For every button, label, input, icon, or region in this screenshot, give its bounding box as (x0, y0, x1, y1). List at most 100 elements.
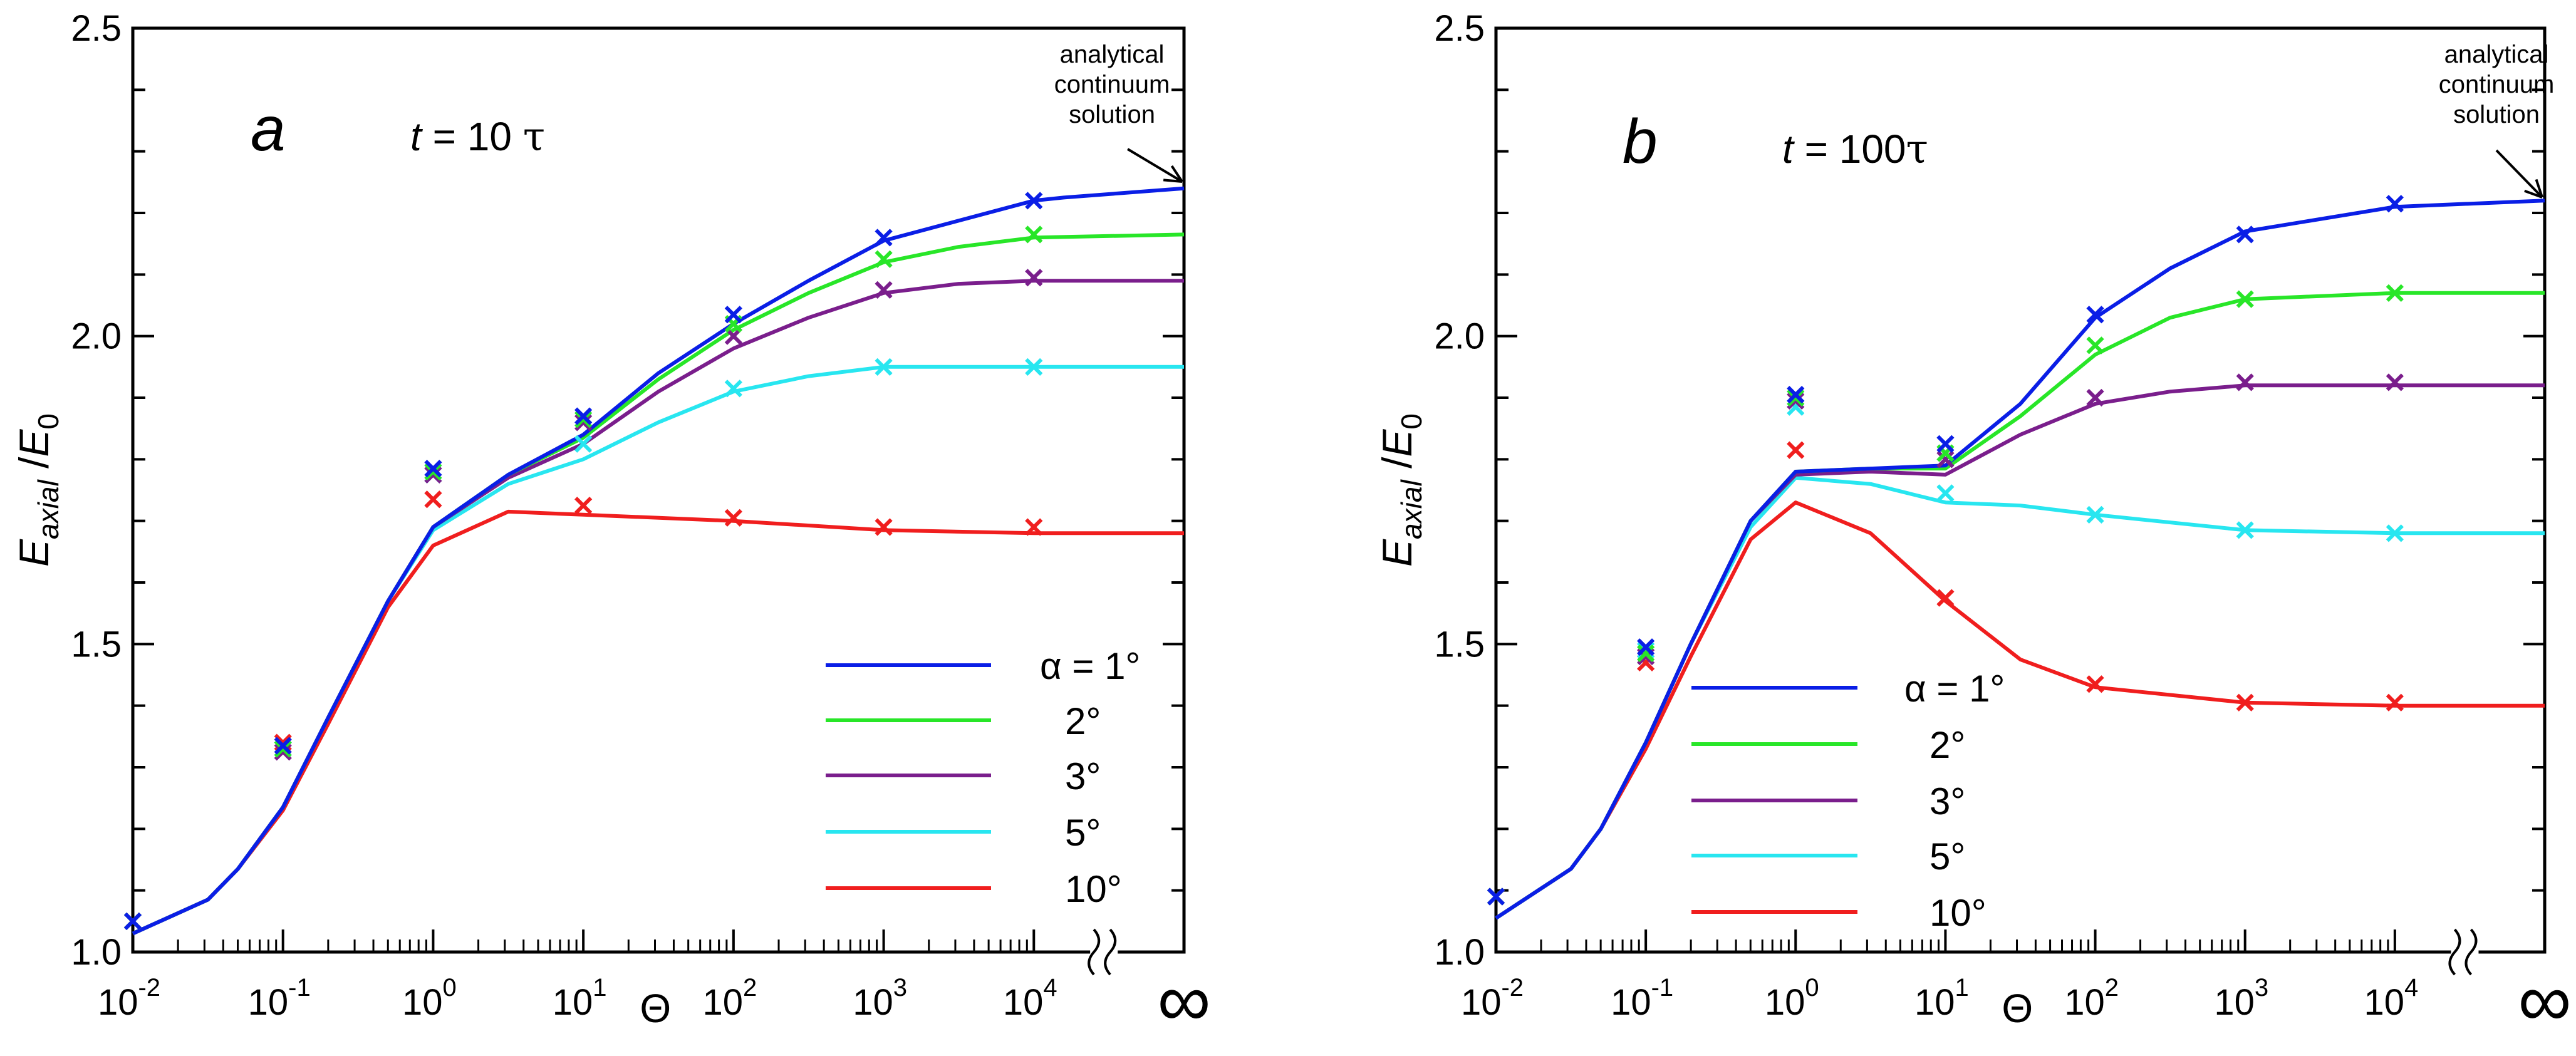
y-axis-label: Eaxial /E0 (11, 413, 65, 567)
panel-label: a (251, 94, 286, 164)
data-marker (424, 462, 442, 481)
data-marker (1787, 391, 1805, 410)
x-tick-label-infinity: ∞ (1157, 958, 1211, 1042)
data-marker (1936, 450, 1955, 468)
panel-b: 1.0 1.5 2.0 2.5 10-2 10-1 100 101 102 103 104 ∞ Θ Eax… (1374, 8, 2572, 1042)
data-marker (2386, 373, 2404, 391)
legend-label: 3° (1065, 755, 1101, 797)
x-tick-label: 10-2 (98, 974, 160, 1023)
data-marker (2386, 693, 2404, 712)
panel-a: 1.0 1.5 2.0 2.5 10-2 10-1 100 101 102 103 104 ∞ Θ Eax… (11, 8, 1211, 1042)
data-marker (1787, 388, 1805, 407)
x-tick-label: 10-2 (1461, 974, 1524, 1023)
x-tick-label: 100 (1765, 974, 1819, 1023)
annotation-arrow (1126, 148, 1183, 183)
annotation-line: continuum (2439, 71, 2555, 98)
data-marker (1025, 518, 1043, 536)
data-marker (2236, 693, 2254, 712)
annotation-arrow-head (2524, 179, 2543, 199)
data-marker (2086, 675, 2104, 693)
annotation-line: continuum (1054, 71, 1170, 98)
data-marker (123, 912, 142, 930)
legend-label: 10° (1929, 892, 1987, 934)
series-line-3 (132, 365, 1184, 936)
data-marker (1787, 441, 1805, 459)
y-tick-label: 1.0 (71, 932, 122, 973)
legend-label: 2° (1929, 724, 1965, 766)
x-tick-label: 10-1 (1611, 974, 1673, 1023)
data-marker (574, 496, 593, 515)
data-marker (424, 465, 442, 484)
data-marker (2386, 524, 2404, 542)
series-line-1 (132, 232, 1185, 936)
data-marker (274, 737, 292, 755)
x-tick-label: 103 (853, 974, 907, 1023)
annotation-line: solution (2453, 101, 2540, 128)
y-tick-label: 1.0 (1434, 932, 1485, 973)
y-axis-label: Eaxial /E0 (1374, 413, 1428, 567)
data-marker (1025, 269, 1043, 287)
data-marker (574, 435, 593, 453)
data-marker (724, 380, 742, 398)
annotation-line: analytical (1060, 41, 1165, 68)
axis-break-mark (1104, 928, 1117, 976)
data-marker (274, 743, 292, 761)
series-line-2 (1495, 383, 2545, 920)
x-tick-label: 104 (2364, 974, 2418, 1023)
x-tick-label: 103 (2214, 974, 2268, 1023)
y-tick-label: 1.5 (71, 624, 122, 665)
data-marker (574, 413, 593, 432)
series-line-3 (1495, 475, 2545, 920)
legend-label: 5° (1065, 812, 1101, 854)
data-marker (2086, 388, 2104, 407)
data-marker (1936, 435, 1955, 453)
data-marker (2086, 306, 2104, 324)
series-line-4 (1495, 500, 2545, 920)
data-marker (724, 509, 742, 527)
data-marker (1025, 358, 1043, 376)
y-tick-label: 2.0 (1434, 316, 1485, 357)
data-marker (1787, 385, 1805, 404)
annotation-arrow (2495, 149, 2543, 199)
data-marker (1936, 484, 1955, 502)
panel-label: b (1623, 106, 1658, 177)
legend-label: 2° (1065, 700, 1101, 742)
series-line-0 (132, 186, 1185, 936)
x-tick-label: 100 (402, 974, 457, 1023)
y-tick-label: 2.5 (1434, 8, 1485, 49)
data-marker (875, 518, 893, 536)
data-marker (875, 281, 893, 299)
y-tick-label: 2.5 (71, 8, 122, 49)
data-marker (1936, 589, 1955, 607)
axis-break-mark (2464, 928, 2478, 976)
y-tick-label: 2.0 (71, 316, 122, 357)
data-marker (2236, 521, 2254, 539)
data-marker (1487, 888, 1505, 906)
x-tick-label: 10-1 (248, 974, 311, 1023)
time-label: t = 100τ (1782, 127, 1928, 173)
data-marker (2386, 195, 2404, 213)
data-marker (875, 250, 893, 268)
series-line-4 (132, 509, 1184, 936)
data-marker (1025, 225, 1043, 244)
data-marker (2386, 284, 2404, 302)
plot-frame (1494, 26, 2547, 954)
x-axis-label: Θ (640, 986, 671, 1031)
x-tick-label: 101 (553, 974, 607, 1023)
x-axis-label: Θ (2002, 986, 2033, 1031)
legend-label: α = 1° (1904, 668, 2005, 710)
data-marker (574, 407, 593, 425)
data-marker (1637, 644, 1655, 663)
data-marker (2236, 290, 2254, 308)
annotation-arrow-head (1163, 165, 1183, 183)
data-marker (1637, 641, 1655, 660)
data-marker (2086, 505, 2104, 524)
data-marker (574, 410, 593, 428)
annotation-line: solution (1069, 101, 1155, 128)
data-marker (2236, 225, 2254, 244)
legend-label: α = 1° (1040, 645, 1140, 687)
data-marker (1025, 192, 1043, 210)
data-marker (424, 490, 442, 509)
axis-break-mark (2448, 928, 2461, 976)
